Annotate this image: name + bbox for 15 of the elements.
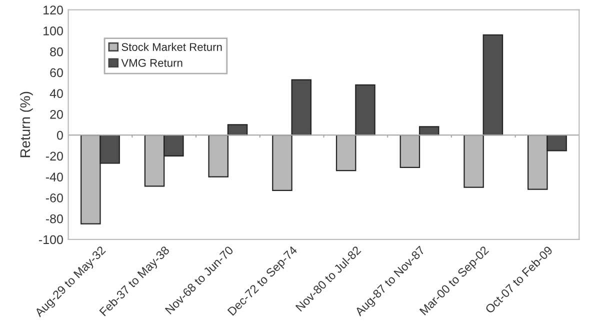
y-tick-label: 0 [56, 130, 63, 140]
y-tick-label: -40 [46, 172, 63, 182]
legend-label: VMG Return [121, 59, 182, 67]
y-tick-label: 20 [50, 110, 63, 119]
y-tick-label: 80 [50, 47, 63, 56]
y-tick-label: 120 [44, 6, 63, 14]
y-tick-label: -100 [38, 235, 63, 244]
legend-label: Stock Market Return [122, 42, 222, 51]
y-tick-label: 100 [44, 26, 63, 36]
y-tick-label: -80 [46, 214, 63, 224]
y-tick-label: -60 [46, 193, 63, 202]
y-tick-label: 40 [50, 89, 63, 98]
y-tick-label: 60 [50, 68, 63, 78]
y-tick-label: -20 [46, 152, 63, 161]
y-axis-title: Return (%) [20, 92, 33, 158]
